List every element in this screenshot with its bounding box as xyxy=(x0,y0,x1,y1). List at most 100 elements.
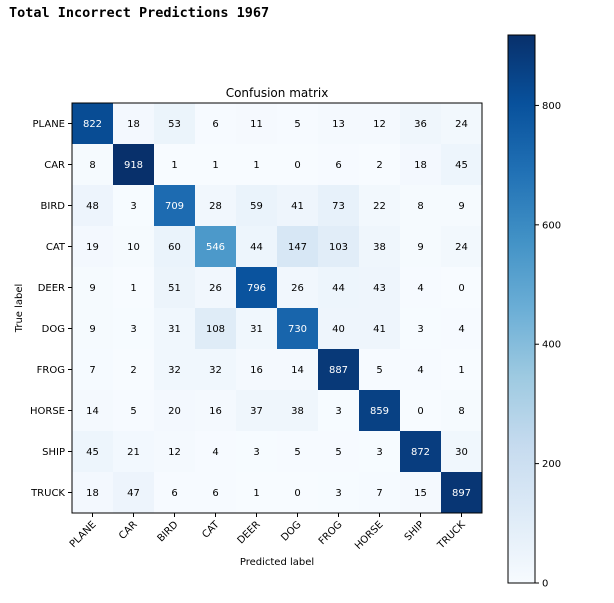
cell-value-label: 48 xyxy=(86,201,99,212)
heatmap-cell xyxy=(113,185,155,227)
cell-value-label: 5 xyxy=(294,119,300,130)
heatmap-cell xyxy=(195,226,237,268)
heatmap-cell xyxy=(441,472,483,514)
heatmap-cell xyxy=(195,267,237,309)
heatmap-cell xyxy=(359,185,401,227)
cell-value-label: 44 xyxy=(250,242,263,253)
heatmap-cell xyxy=(318,390,360,432)
colorbar-tick-label: 800 xyxy=(542,101,561,112)
cell-value-label: 24 xyxy=(455,242,468,253)
cell-value-label: 37 xyxy=(250,406,263,417)
heatmap-cell xyxy=(318,226,360,268)
cell-value-label: 38 xyxy=(291,406,304,417)
cell-value-label: 709 xyxy=(165,201,184,212)
heatmap-cell xyxy=(400,226,442,268)
heatmap-cell xyxy=(441,431,483,473)
cell-value-label: 51 xyxy=(168,283,181,294)
cell-value-label: 9 xyxy=(417,242,423,253)
cell-value-label: 897 xyxy=(452,488,471,499)
x-tick-label: TRUCK xyxy=(435,519,468,552)
cell-value-label: 1 xyxy=(212,160,218,171)
colorbar-tick-label: 400 xyxy=(542,340,561,351)
heatmap-cell xyxy=(154,349,196,391)
cell-value-label: 0 xyxy=(458,283,464,294)
heatmap-cell xyxy=(400,185,442,227)
cell-value-label: 5 xyxy=(294,447,300,458)
heatmap-cell xyxy=(154,267,196,309)
x-tick-label: DEER xyxy=(236,519,263,546)
cell-value-label: 5 xyxy=(376,365,382,376)
heatmap-cell xyxy=(154,144,196,186)
heatmap-cell xyxy=(359,144,401,186)
heatmap-cell xyxy=(277,226,319,268)
cell-value-label: 1 xyxy=(253,488,259,499)
colorbar-tick-label: 600 xyxy=(542,220,561,231)
y-tick-label: CAT xyxy=(46,242,66,253)
heatmap-cell xyxy=(154,472,196,514)
cell-value-label: 16 xyxy=(209,406,222,417)
heatmap-cell xyxy=(277,185,319,227)
cell-value-label: 14 xyxy=(291,365,304,376)
y-tick-label: DOG xyxy=(42,324,65,335)
cell-value-label: 3 xyxy=(130,201,136,212)
y-tick-label: CAR xyxy=(44,160,65,171)
cell-value-label: 41 xyxy=(373,324,386,335)
cell-value-label: 1 xyxy=(253,160,259,171)
heatmap-cell xyxy=(113,267,155,309)
cell-value-label: 8 xyxy=(89,160,95,171)
heatmap-cell xyxy=(195,144,237,186)
cell-value-label: 12 xyxy=(373,119,386,130)
heatmap-cell xyxy=(236,308,278,350)
heatmap-cell xyxy=(277,472,319,514)
x-tick-label: CAR xyxy=(117,519,140,542)
x-tick-label: DOG xyxy=(279,519,303,543)
heatmap-cell xyxy=(359,431,401,473)
cell-value-label: 45 xyxy=(455,160,468,171)
cell-value-label: 30 xyxy=(455,447,468,458)
cell-value-label: 18 xyxy=(127,119,140,130)
heatmap-cell xyxy=(318,267,360,309)
heatmap-cell xyxy=(441,267,483,309)
y-axis-ticks: PLANE CAR BIRD CAT DEER DOG FROG HORSE SHIP TRUCK xyxy=(30,119,72,499)
heatmap-cell xyxy=(277,103,319,145)
heatmap-cell xyxy=(236,144,278,186)
x-axis-label: Predicted label xyxy=(240,557,314,568)
heatmap-cell xyxy=(277,144,319,186)
heatmap-cell xyxy=(72,390,114,432)
heatmap-cell xyxy=(113,349,155,391)
cell-value-label: 2 xyxy=(376,160,382,171)
cell-value-label: 6 xyxy=(335,160,341,171)
cell-value-label: 10 xyxy=(127,242,140,253)
cell-value-label: 3 xyxy=(417,324,423,335)
colorbar-gradient xyxy=(507,34,536,584)
cell-value-label: 11 xyxy=(250,119,263,130)
cell-value-label: 16 xyxy=(250,365,263,376)
plot-frame xyxy=(71,102,483,514)
colorbar-ticks: 0 200 400 600 800 xyxy=(535,101,561,590)
heatmap-cell xyxy=(359,390,401,432)
cell-value-label: 6 xyxy=(212,119,218,130)
heatmap-cell xyxy=(277,349,319,391)
heatmap-cell xyxy=(154,226,196,268)
cell-value-label: 5 xyxy=(335,447,341,458)
x-tick-label: BIRD xyxy=(156,519,181,544)
heatmap-cell xyxy=(154,431,196,473)
cell-value-label: 147 xyxy=(288,242,307,253)
x-tick-label: FROG xyxy=(317,519,345,547)
heatmap-cell xyxy=(359,267,401,309)
heatmap-cell xyxy=(318,185,360,227)
heatmap-cell xyxy=(154,390,196,432)
heatmap-cell xyxy=(359,472,401,514)
cell-value-label: 60 xyxy=(168,242,181,253)
heatmap-cell xyxy=(72,472,114,514)
cell-value-label: 26 xyxy=(209,283,222,294)
colorbar: 0 200 400 600 800 xyxy=(507,34,561,590)
cell-value-label: 24 xyxy=(455,119,468,130)
x-tick-label: CAT xyxy=(200,519,222,541)
cell-value-label: 0 xyxy=(417,406,423,417)
cell-value-label: 2 xyxy=(130,365,136,376)
heatmap-cell xyxy=(72,349,114,391)
cell-value-label: 4 xyxy=(417,365,423,376)
heatmap-cell xyxy=(113,431,155,473)
cell-value-label: 18 xyxy=(86,488,99,499)
